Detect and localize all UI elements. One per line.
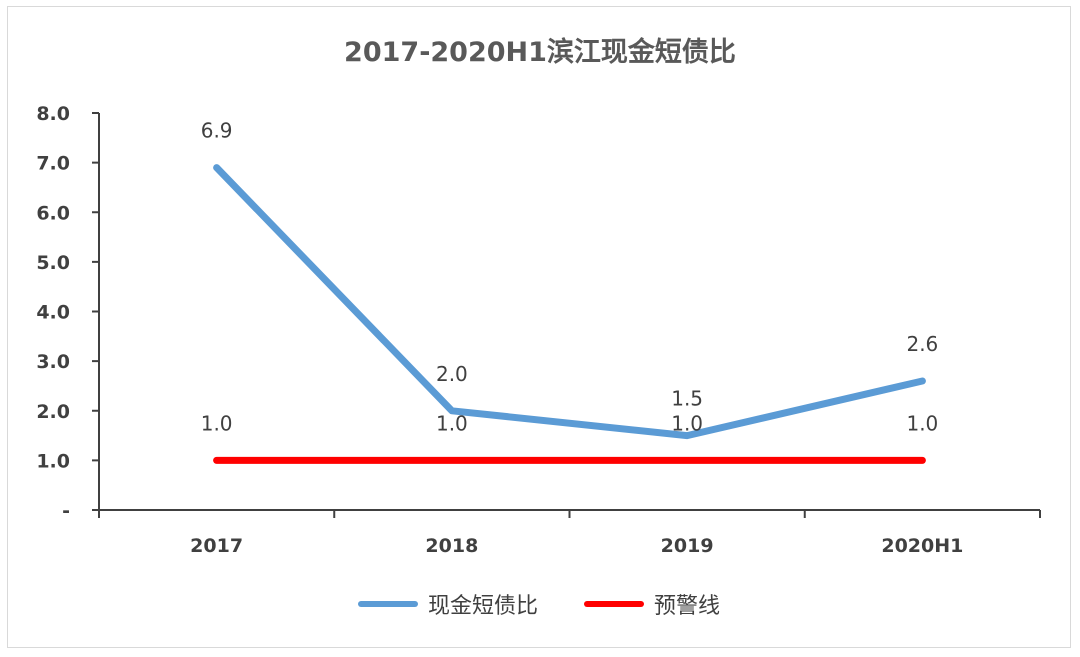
y-tick-label: - bbox=[62, 500, 70, 522]
y-tick-label: 4.0 bbox=[36, 302, 70, 324]
y-tick-label: 5.0 bbox=[36, 252, 70, 274]
data-label-warning-line: 1.0 bbox=[906, 411, 938, 435]
y-tick-label: 7.0 bbox=[36, 153, 70, 175]
data-label-warning-line: 1.0 bbox=[671, 411, 703, 435]
x-tick-label: 2020H1 bbox=[881, 535, 963, 557]
x-tick-label: 2018 bbox=[425, 535, 478, 557]
data-label-cash-ratio: 2.0 bbox=[436, 362, 468, 386]
y-tick-label: 8.0 bbox=[36, 103, 70, 125]
series-line-cash-ratio bbox=[213, 164, 926, 440]
y-tick-label: 3.0 bbox=[36, 351, 70, 373]
legend: 现金短债比 预警线 bbox=[0, 586, 1080, 622]
data-label-cash-ratio: 1.5 bbox=[671, 387, 703, 411]
y-tick-label: 6.0 bbox=[36, 202, 70, 224]
data-label-warning-line: 1.0 bbox=[436, 411, 468, 435]
legend-item-cash-ratio: 现金短债比 bbox=[358, 586, 538, 622]
legend-label-cash-ratio: 现金短债比 bbox=[428, 594, 539, 619]
legend-swatch-cash-ratio bbox=[358, 601, 418, 607]
legend-label-warning-line: 预警线 bbox=[654, 594, 721, 619]
y-tick-label: 2.0 bbox=[36, 401, 70, 423]
y-tick-label: 1.0 bbox=[36, 450, 70, 472]
chart-frame bbox=[7, 6, 1071, 648]
data-label-cash-ratio: 6.9 bbox=[201, 119, 233, 143]
legend-swatch-warning-line bbox=[584, 601, 644, 607]
data-label-cash-ratio: 2.6 bbox=[906, 332, 938, 356]
x-tick-label: 2017 bbox=[190, 535, 243, 557]
data-label-warning-line: 1.0 bbox=[201, 411, 233, 435]
x-tick-label: 2019 bbox=[661, 535, 714, 557]
legend-item-warning-line: 预警线 bbox=[584, 586, 720, 622]
chart-title: 2017-2020H1滨江现金短债比 bbox=[344, 37, 736, 68]
